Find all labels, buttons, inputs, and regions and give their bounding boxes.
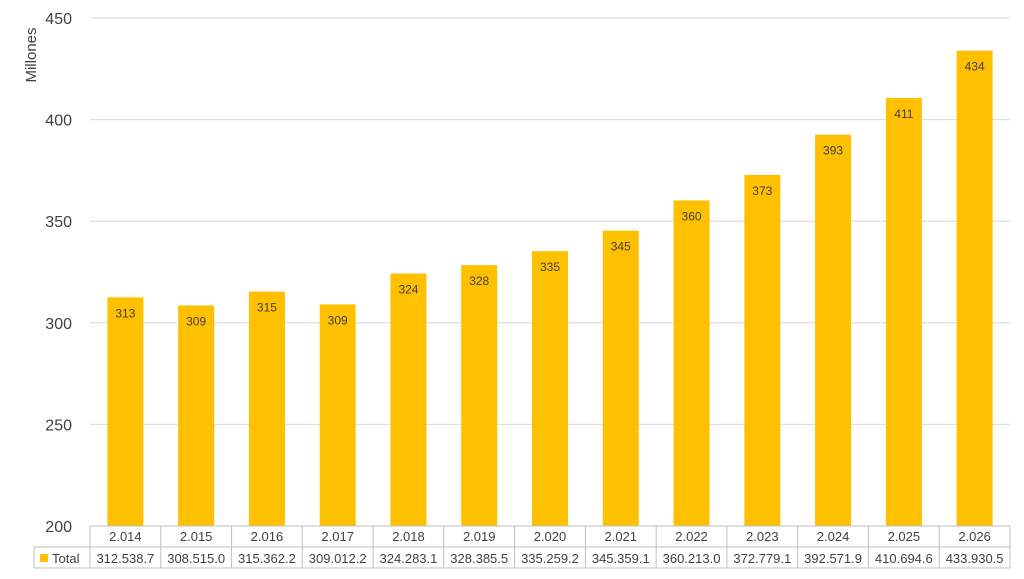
bar [956, 50, 993, 526]
bar [319, 304, 356, 526]
table-value: 360.213.0 [663, 551, 721, 566]
table-value: 312.538.7 [96, 551, 154, 566]
data-label: 315 [257, 301, 277, 315]
category-label: 2.021 [604, 529, 637, 544]
data-label: 328 [469, 274, 489, 288]
table-value: 345.359.1 [592, 551, 650, 566]
data-label: 434 [965, 60, 985, 74]
data-label: 360 [682, 209, 702, 223]
data-label: 309 [328, 313, 348, 327]
data-label: 313 [115, 306, 135, 320]
data-label: 335 [540, 260, 560, 274]
category-label: 2.022 [675, 529, 708, 544]
table-value: 328.385.5 [450, 551, 508, 566]
table-value: 315.362.2 [238, 551, 296, 566]
category-label: 2.020 [534, 529, 567, 544]
data-table-values: 312.538.7 308.515.0 315.362.2 309.012.2 324.… [96, 551, 1003, 566]
y-axis-label: Millones [23, 27, 40, 82]
legend-key [40, 554, 48, 562]
y-tick-label: 400 [45, 113, 72, 130]
y-axis-ticks: 200 250 300 350 400 450 [45, 11, 72, 536]
table-value: 309.012.2 [309, 551, 367, 566]
category-label: 2.024 [817, 529, 850, 544]
data-label: 393 [823, 144, 843, 158]
bar [673, 200, 710, 526]
category-label: 2.015 [180, 529, 213, 544]
table-value: 433.930.5 [946, 551, 1004, 566]
data-label: 324 [398, 282, 418, 296]
bar [390, 273, 427, 526]
table-value: 308.515.0 [167, 551, 225, 566]
table-value: 372.779.1 [733, 551, 791, 566]
category-label: 2.025 [888, 529, 921, 544]
y-tick-label: 200 [45, 519, 72, 536]
bar [248, 291, 285, 526]
bar [815, 134, 852, 526]
category-labels: 2.014 2.015 2.016 2.017 2.018 2.019 2.020 2.021… [109, 529, 991, 544]
table-value: 335.259.2 [521, 551, 579, 566]
bar [885, 97, 922, 526]
category-label: 2.014 [109, 529, 142, 544]
category-label: 2.017 [321, 529, 354, 544]
y-tick-label: 450 [45, 11, 72, 28]
bar [178, 305, 215, 526]
bar [744, 174, 781, 526]
category-label: 2.016 [251, 529, 284, 544]
table-value: 324.283.1 [380, 551, 438, 566]
category-label: 2.026 [958, 529, 991, 544]
y-tick-label: 300 [45, 316, 72, 333]
gridlines [90, 17, 1010, 425]
bar [602, 230, 639, 526]
bar [107, 297, 144, 526]
data-table: 2.014 2.015 2.016 2.017 2.018 2.019 2.020 2.021… [33, 525, 1011, 569]
legend-label: Total [52, 551, 80, 566]
data-labels: 313 309 315 309 324 328 335 345 360 373 393 411 434 [115, 60, 985, 329]
bar [532, 251, 568, 526]
data-table-lines [33, 525, 1011, 569]
table-value: 392.571.9 [804, 551, 862, 566]
data-label: 373 [752, 184, 772, 198]
data-label: 345 [611, 240, 631, 254]
data-label: 411 [894, 107, 913, 121]
table-value: 410.694.6 [875, 551, 933, 566]
y-tick-label: 350 [45, 214, 72, 231]
category-label: 2.018 [392, 529, 425, 544]
bars [107, 50, 993, 526]
bar [461, 265, 498, 526]
category-label: 2.023 [746, 529, 779, 544]
category-label: 2.019 [463, 529, 496, 544]
data-label: 309 [186, 314, 206, 328]
y-tick-label: 250 [45, 417, 72, 434]
